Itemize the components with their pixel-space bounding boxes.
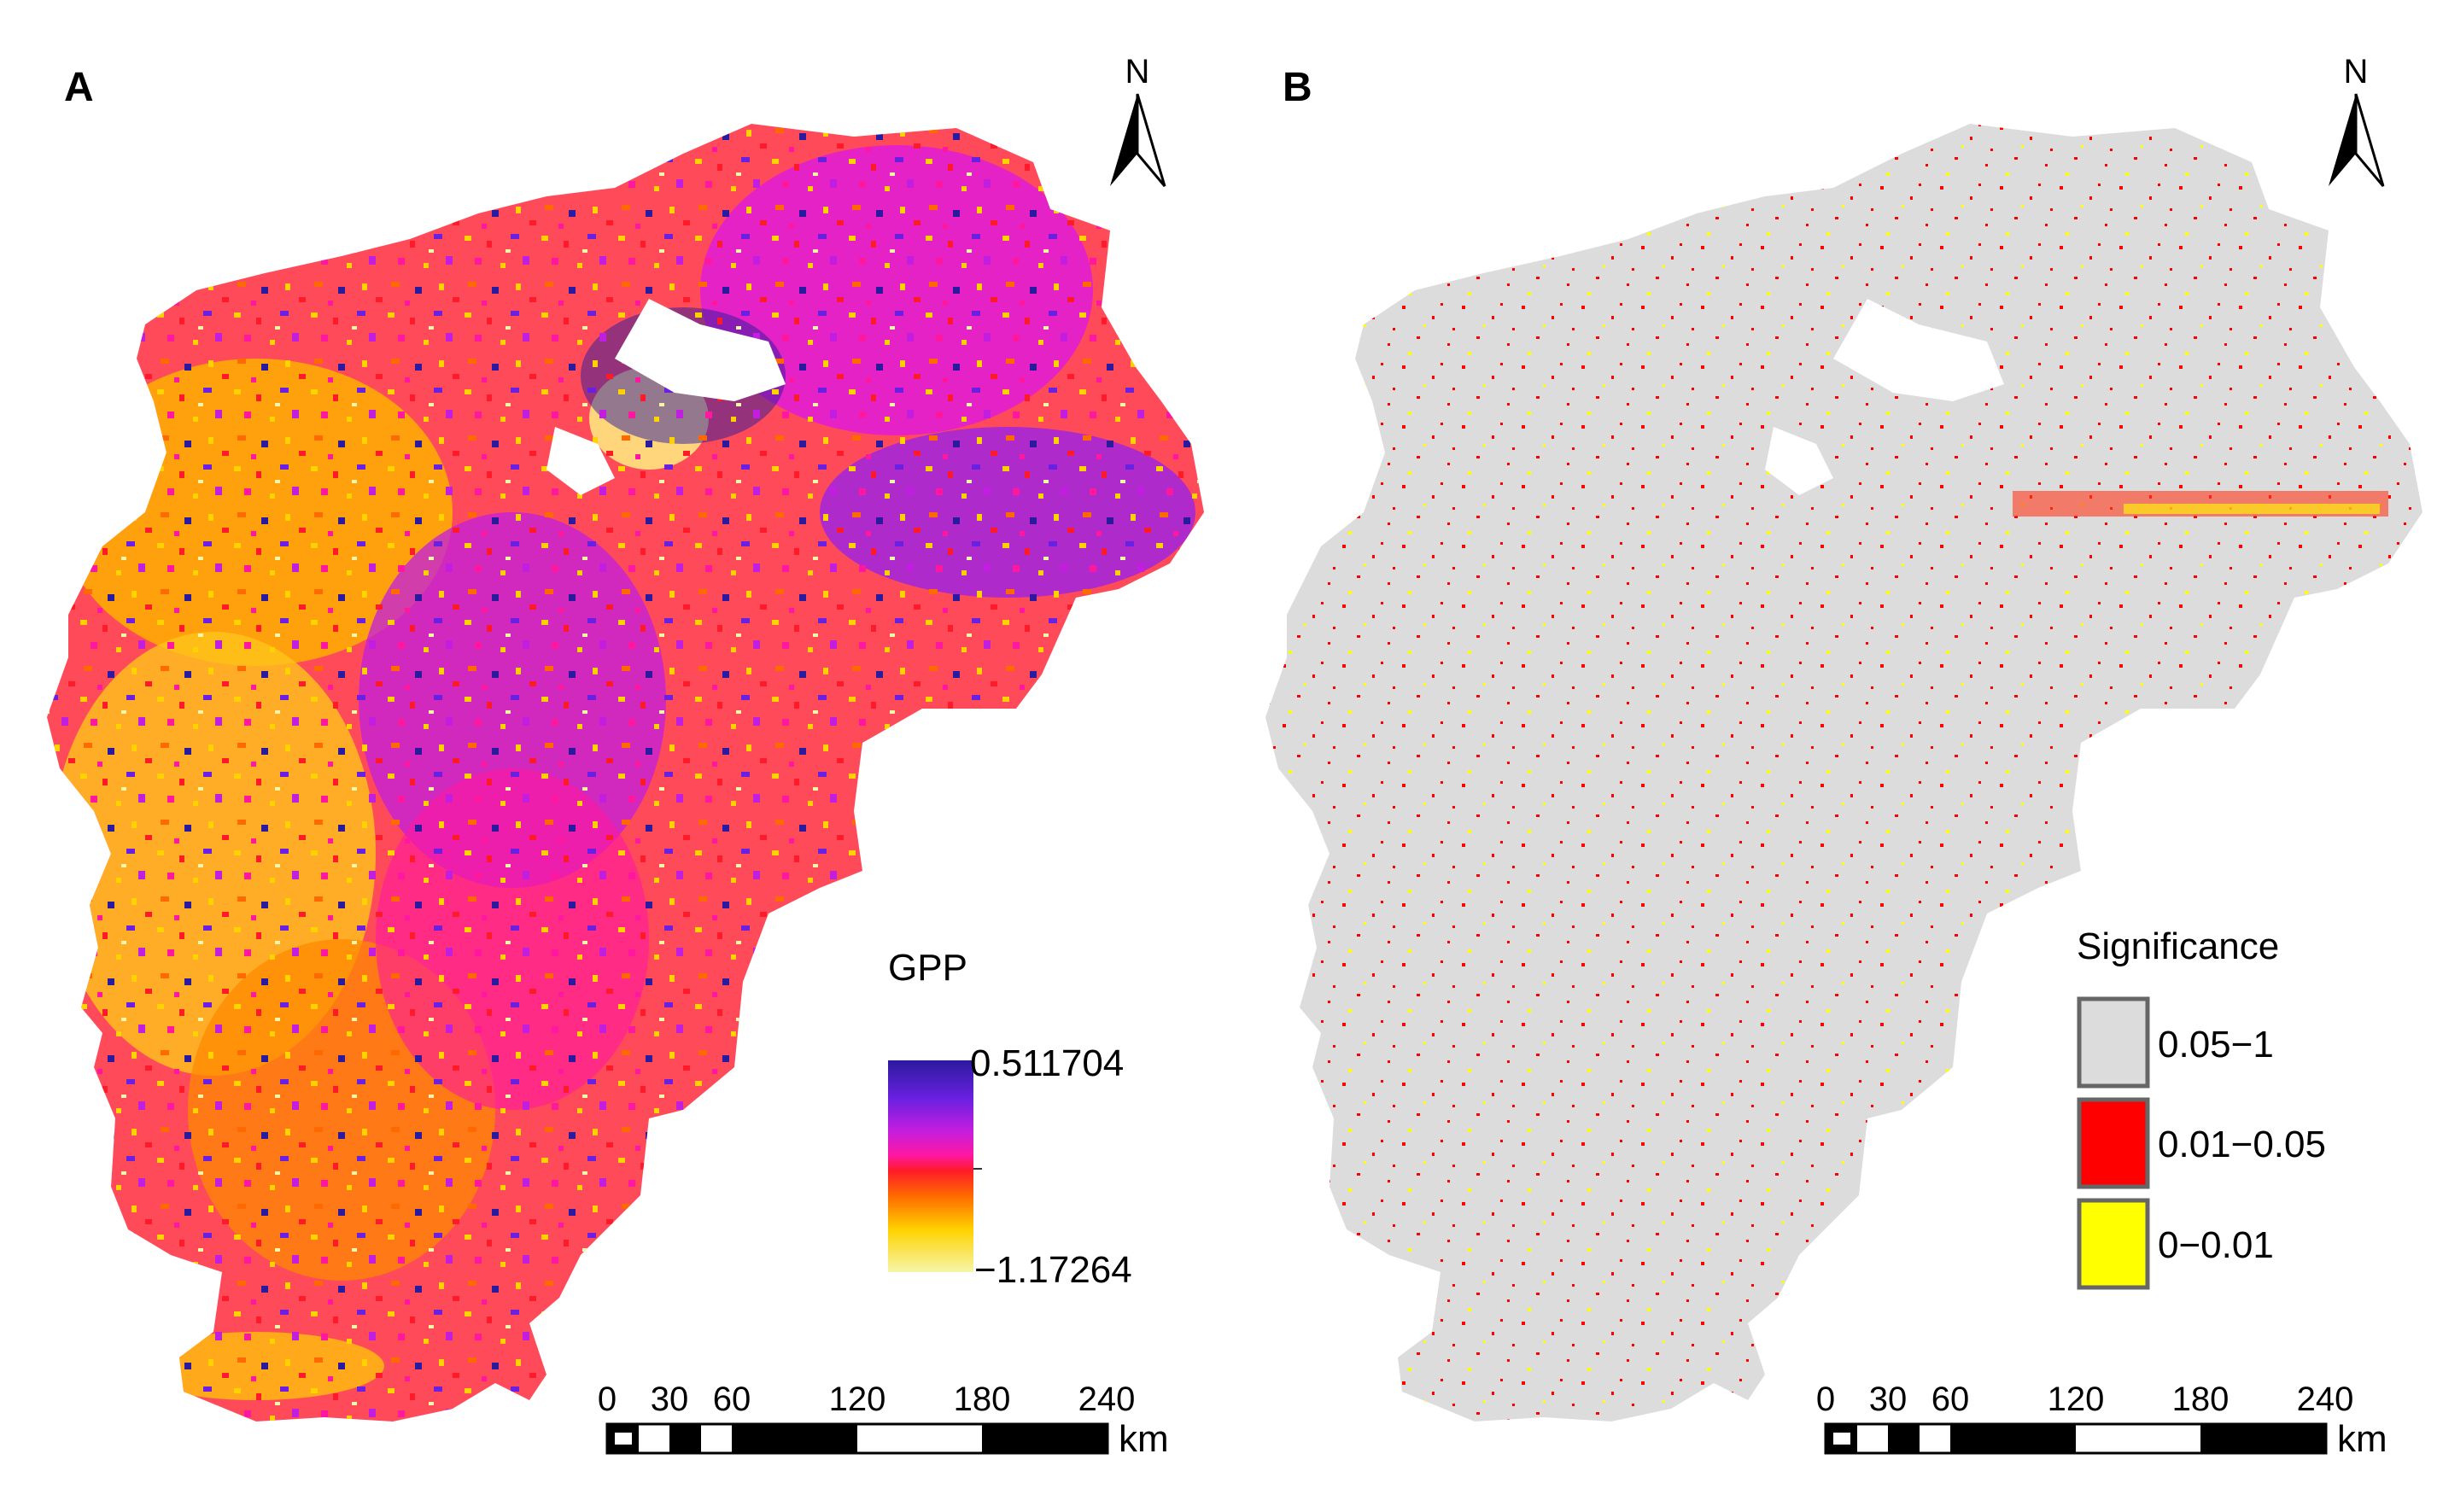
scale-b-tick-120: 120 bbox=[2048, 1381, 2105, 1418]
scale-b-tick-30: 30 bbox=[1869, 1381, 1908, 1418]
north-arrow-dark-half bbox=[1110, 94, 1137, 186]
scale-a-inner-1 bbox=[615, 1433, 632, 1445]
scale-b-tick-0: 0 bbox=[1816, 1381, 1835, 1418]
scale-a-tick-180: 180 bbox=[954, 1381, 1011, 1418]
gpp-max-label: 0.511704 bbox=[970, 1042, 1124, 1084]
scale-b-tick-180: 180 bbox=[2172, 1381, 2230, 1418]
scale-a-seg-4 bbox=[982, 1424, 1107, 1453]
north-arrow: N bbox=[1110, 53, 1166, 187]
scale-b-tick-60: 60 bbox=[1931, 1381, 1970, 1418]
legend-label-0: 0.05−1 bbox=[2158, 1024, 2274, 1065]
scale-a-tick-0: 0 bbox=[598, 1381, 617, 1418]
scale-b-inner-1 bbox=[1833, 1433, 1850, 1445]
scale-bar-a: 0 30 60 120 180 240 km bbox=[598, 1381, 1169, 1460]
gpp-gradient-bar bbox=[888, 1060, 973, 1272]
scale-a-tick-120: 120 bbox=[829, 1381, 886, 1418]
gpp-legend: GPP 0.511704 −1.17264 bbox=[888, 947, 1132, 1291]
north-arrow-dark-half bbox=[2329, 94, 2356, 186]
scale-a-tick-30: 30 bbox=[651, 1381, 689, 1418]
north-label: N bbox=[1125, 53, 1150, 90]
legend-label-1: 0.01−0.05 bbox=[2158, 1124, 2326, 1165]
panel-a-letter: A bbox=[64, 65, 94, 110]
gpp-legend-title: GPP bbox=[888, 947, 967, 989]
scale-a-tick-240: 240 bbox=[1078, 1381, 1136, 1418]
north-label: N bbox=[2344, 53, 2369, 90]
panel-a-gpp-map: A N GPP 0.511 bbox=[0, 0, 1218, 1512]
scale-b-seg-4 bbox=[2200, 1424, 2326, 1453]
panel-a-svg: A N GPP 0.511 bbox=[47, 53, 1204, 1460]
scale-b-inner-2 bbox=[2089, 1433, 2188, 1445]
scale-a-seg-3 bbox=[732, 1424, 857, 1453]
north-arrow-light-half bbox=[2354, 93, 2385, 187]
panel-b-svg: B N Significance 0.05−1 0.01−0.05 0−0.01… bbox=[1265, 53, 2422, 1460]
gpp-min-label: −1.17264 bbox=[974, 1249, 1132, 1291]
legend-swatch-0 bbox=[2077, 996, 2150, 1089]
legend-label-2: 0−0.01 bbox=[2158, 1224, 2274, 1266]
scale-a-tick-60: 60 bbox=[713, 1381, 751, 1418]
scale-a-unit: km bbox=[1119, 1418, 1169, 1460]
north-arrow-light-half bbox=[1136, 93, 1166, 187]
scale-a-inner-2 bbox=[871, 1433, 969, 1445]
north-arrow: N bbox=[2329, 53, 2385, 187]
significance-raster bbox=[1265, 124, 2422, 1422]
significance-legend: Significance 0.05−1 0.01−0.05 0−0.01 bbox=[2077, 925, 2326, 1290]
scale-b-seg-3 bbox=[1950, 1424, 2076, 1453]
scale-a-seg-2 bbox=[669, 1424, 701, 1453]
scale-b-seg-2 bbox=[1888, 1424, 1920, 1453]
scale-b-tick-240: 240 bbox=[2297, 1381, 2354, 1418]
panel-b-significance-map: B N Significance 0.05−1 0.01−0.05 0−0.01… bbox=[1218, 0, 2437, 1512]
scale-b-unit: km bbox=[2337, 1418, 2387, 1460]
significance-legend-title: Significance bbox=[2077, 925, 2279, 967]
scale-bar-b: 0 30 60 120 180 240 km bbox=[1816, 1381, 2387, 1460]
legend-swatch-2 bbox=[2077, 1198, 2150, 1290]
legend-swatch-1 bbox=[2077, 1097, 2150, 1189]
gpp-raster bbox=[47, 124, 1204, 1422]
panel-b-letter: B bbox=[1283, 65, 1312, 110]
